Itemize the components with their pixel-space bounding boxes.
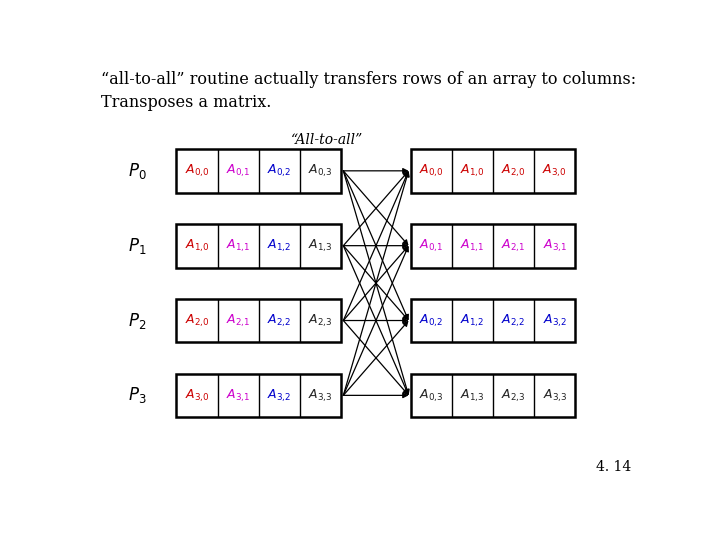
Text: $\mathit{A}_{2,\!2}$: $\mathit{A}_{2,\!2}$ [502,312,526,329]
Text: $\mathit{P_3}$: $\mathit{P_3}$ [128,386,147,406]
Text: $\mathit{A}_{2,\!1}$: $\mathit{A}_{2,\!1}$ [226,312,251,329]
Bar [176,374,341,417]
Text: $\mathit{A}_{3,\!2}$: $\mathit{A}_{3,\!2}$ [543,312,567,329]
Text: $\mathit{A}_{1,\!1}$: $\mathit{A}_{1,\!1}$ [460,238,485,254]
Text: $\mathit{A}_{1,\!0}$: $\mathit{A}_{1,\!0}$ [184,238,210,254]
Bar [411,224,575,267]
Text: $\mathit{A}_{2,\!1}$: $\mathit{A}_{2,\!1}$ [501,238,526,254]
Text: $\mathit{A}_{3,\!1}$: $\mathit{A}_{3,\!1}$ [543,238,567,254]
Bar [411,374,575,417]
Bar [176,224,341,267]
Text: $\mathit{P_2}$: $\mathit{P_2}$ [128,310,147,330]
Text: $\mathit{A}_{2,\!3}$: $\mathit{A}_{2,\!3}$ [308,312,333,329]
Text: $\mathit{A}_{2,\!2}$: $\mathit{A}_{2,\!2}$ [267,312,292,329]
Text: $\mathit{A}_{0,\!2}$: $\mathit{A}_{0,\!2}$ [267,163,292,179]
Text: $\mathit{P_1}$: $\mathit{P_1}$ [128,235,147,255]
Bar [176,149,341,193]
Text: $\mathit{A}_{3,\!1}$: $\mathit{A}_{3,\!1}$ [226,387,251,403]
Text: Transposes a matrix.: Transposes a matrix. [101,94,271,111]
Text: $\mathit{A}_{1,\!0}$: $\mathit{A}_{1,\!0}$ [460,163,485,179]
Text: $\mathit{A}_{1,\!3}$: $\mathit{A}_{1,\!3}$ [308,238,333,254]
Text: $\mathit{P_0}$: $\mathit{P_0}$ [128,161,147,181]
Text: $\mathit{A}_{1,\!2}$: $\mathit{A}_{1,\!2}$ [267,238,292,254]
Text: $\mathit{A}_{3,\!0}$: $\mathit{A}_{3,\!0}$ [184,387,210,403]
Text: $\mathit{A}_{0,\!2}$: $\mathit{A}_{0,\!2}$ [419,312,444,329]
Text: $\mathit{A}_{1,\!3}$: $\mathit{A}_{1,\!3}$ [460,387,485,403]
Text: $\mathit{A}_{0,\!1}$: $\mathit{A}_{0,\!1}$ [419,238,444,254]
Text: $\mathit{A}_{1,\!2}$: $\mathit{A}_{1,\!2}$ [460,312,485,329]
Text: $\mathit{A}_{2,\!0}$: $\mathit{A}_{2,\!0}$ [501,163,526,179]
Text: $\mathit{A}_{0,\!3}$: $\mathit{A}_{0,\!3}$ [308,163,333,179]
Text: $\mathit{A}_{0,\!0}$: $\mathit{A}_{0,\!0}$ [419,163,444,179]
Text: $\mathit{A}_{2,\!3}$: $\mathit{A}_{2,\!3}$ [501,387,526,403]
Bar [411,299,575,342]
Text: $\mathit{A}_{3,\!0}$: $\mathit{A}_{3,\!0}$ [542,163,567,179]
Text: $\mathit{A}_{3,\!3}$: $\mathit{A}_{3,\!3}$ [542,387,567,403]
Text: $\mathit{A}_{0,\!3}$: $\mathit{A}_{0,\!3}$ [419,387,444,403]
Text: $\mathit{A}_{1,\!1}$: $\mathit{A}_{1,\!1}$ [226,238,251,254]
Text: 4. 14: 4. 14 [596,461,631,474]
Text: $\mathit{A}_{2,\!0}$: $\mathit{A}_{2,\!0}$ [184,312,210,329]
Text: $\mathit{A}_{0,\!1}$: $\mathit{A}_{0,\!1}$ [226,163,251,179]
Text: $\mathit{A}_{0,\!0}$: $\mathit{A}_{0,\!0}$ [184,163,210,179]
Text: $\mathit{A}_{3,\!2}$: $\mathit{A}_{3,\!2}$ [267,387,292,403]
Text: “all-to-all” routine actually transfers rows of an array to columns:: “all-to-all” routine actually transfers … [101,71,636,88]
Bar [411,149,575,193]
Text: “All-to-all”: “All-to-all” [291,133,364,147]
Bar [176,299,341,342]
Text: $\mathit{A}_{3,\!3}$: $\mathit{A}_{3,\!3}$ [308,387,333,403]
